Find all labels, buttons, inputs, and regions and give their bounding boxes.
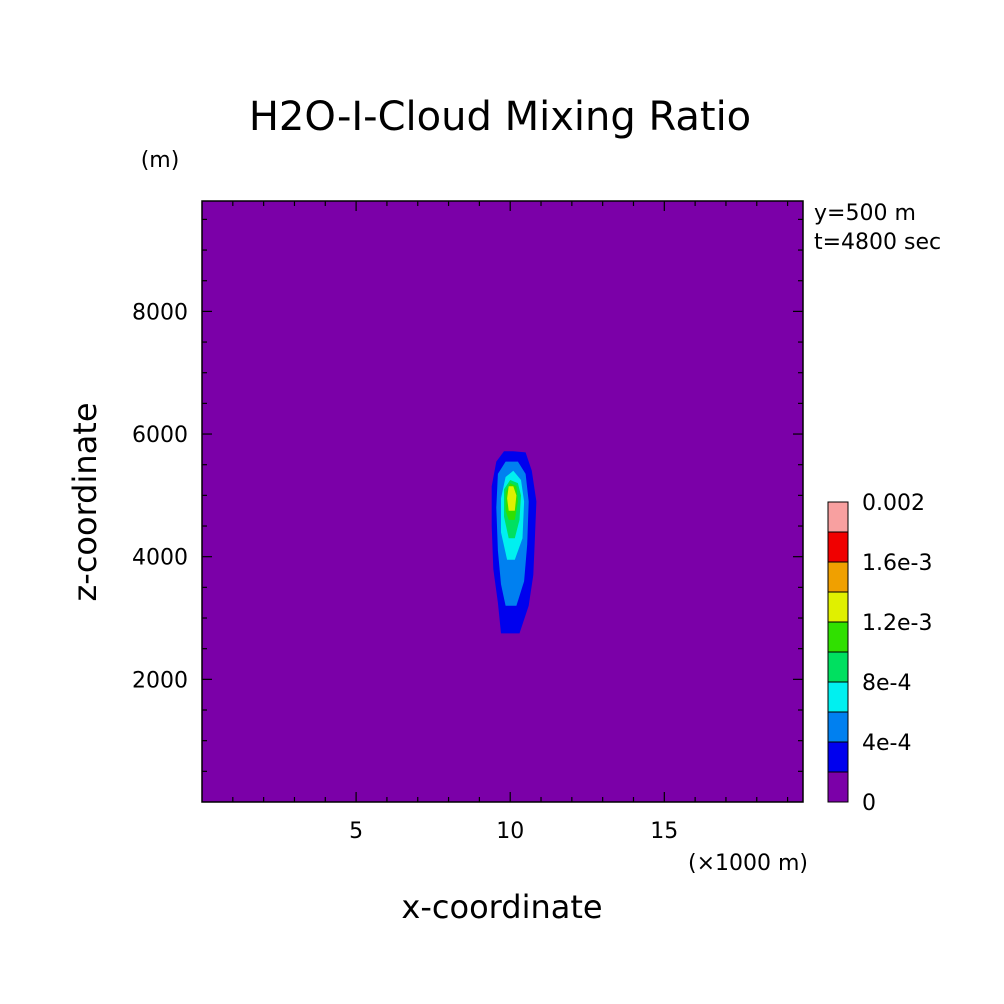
colorbar-swatch xyxy=(827,531,849,563)
colorbar-swatch xyxy=(827,681,849,713)
colorbar-swatch xyxy=(827,711,849,743)
colorbar-swatch xyxy=(827,561,849,593)
x-axis-label: x-coordinate xyxy=(401,888,602,926)
colorbar-label: 1.2e-3 xyxy=(862,611,932,636)
y-tick-label: 4000 xyxy=(132,546,188,571)
colorbar-label: 1.6e-3 xyxy=(862,551,932,576)
colorbar-swatch xyxy=(827,591,849,623)
contour-region-5 xyxy=(507,486,517,511)
colorbar-swatch xyxy=(827,651,849,683)
y-tick-label: 2000 xyxy=(132,668,188,693)
plot-frame xyxy=(201,200,804,803)
colorbar-swatch xyxy=(827,501,849,533)
x-tick-label: 5 xyxy=(349,819,363,844)
tick-labels: 5 10 15 2000 4000 6000 8000 xyxy=(132,300,678,844)
colorbar: 0 4e-4 8e-4 1.2e-3 1.6e-3 0.002 xyxy=(827,491,932,816)
x-tick-label: 15 xyxy=(650,819,678,844)
colorbar-swatch xyxy=(827,741,849,773)
annotation-y: y=500 m xyxy=(814,201,916,226)
colorbar-swatch xyxy=(827,771,849,803)
axis-ticks xyxy=(202,201,803,802)
colorbar-label: 4e-4 xyxy=(862,731,911,756)
annotation-t: t=4800 sec xyxy=(814,230,941,255)
y-axis-label: z-coordinate xyxy=(66,402,104,601)
colorbar-label: 8e-4 xyxy=(862,671,911,696)
y-tick-label: 6000 xyxy=(132,423,188,448)
colorbar-label: 0.002 xyxy=(862,491,925,516)
x-unit-label: (×1000 m) xyxy=(688,851,808,876)
y-tick-label: 8000 xyxy=(132,300,188,325)
contour-layer xyxy=(491,451,537,634)
y-unit-label: (m) xyxy=(141,148,180,173)
colorbar-label: 0 xyxy=(862,791,876,816)
x-tick-label: 10 xyxy=(496,819,524,844)
chart-title: H2O-I-Cloud Mixing Ratio xyxy=(249,94,751,140)
colorbar-swatch xyxy=(827,621,849,653)
